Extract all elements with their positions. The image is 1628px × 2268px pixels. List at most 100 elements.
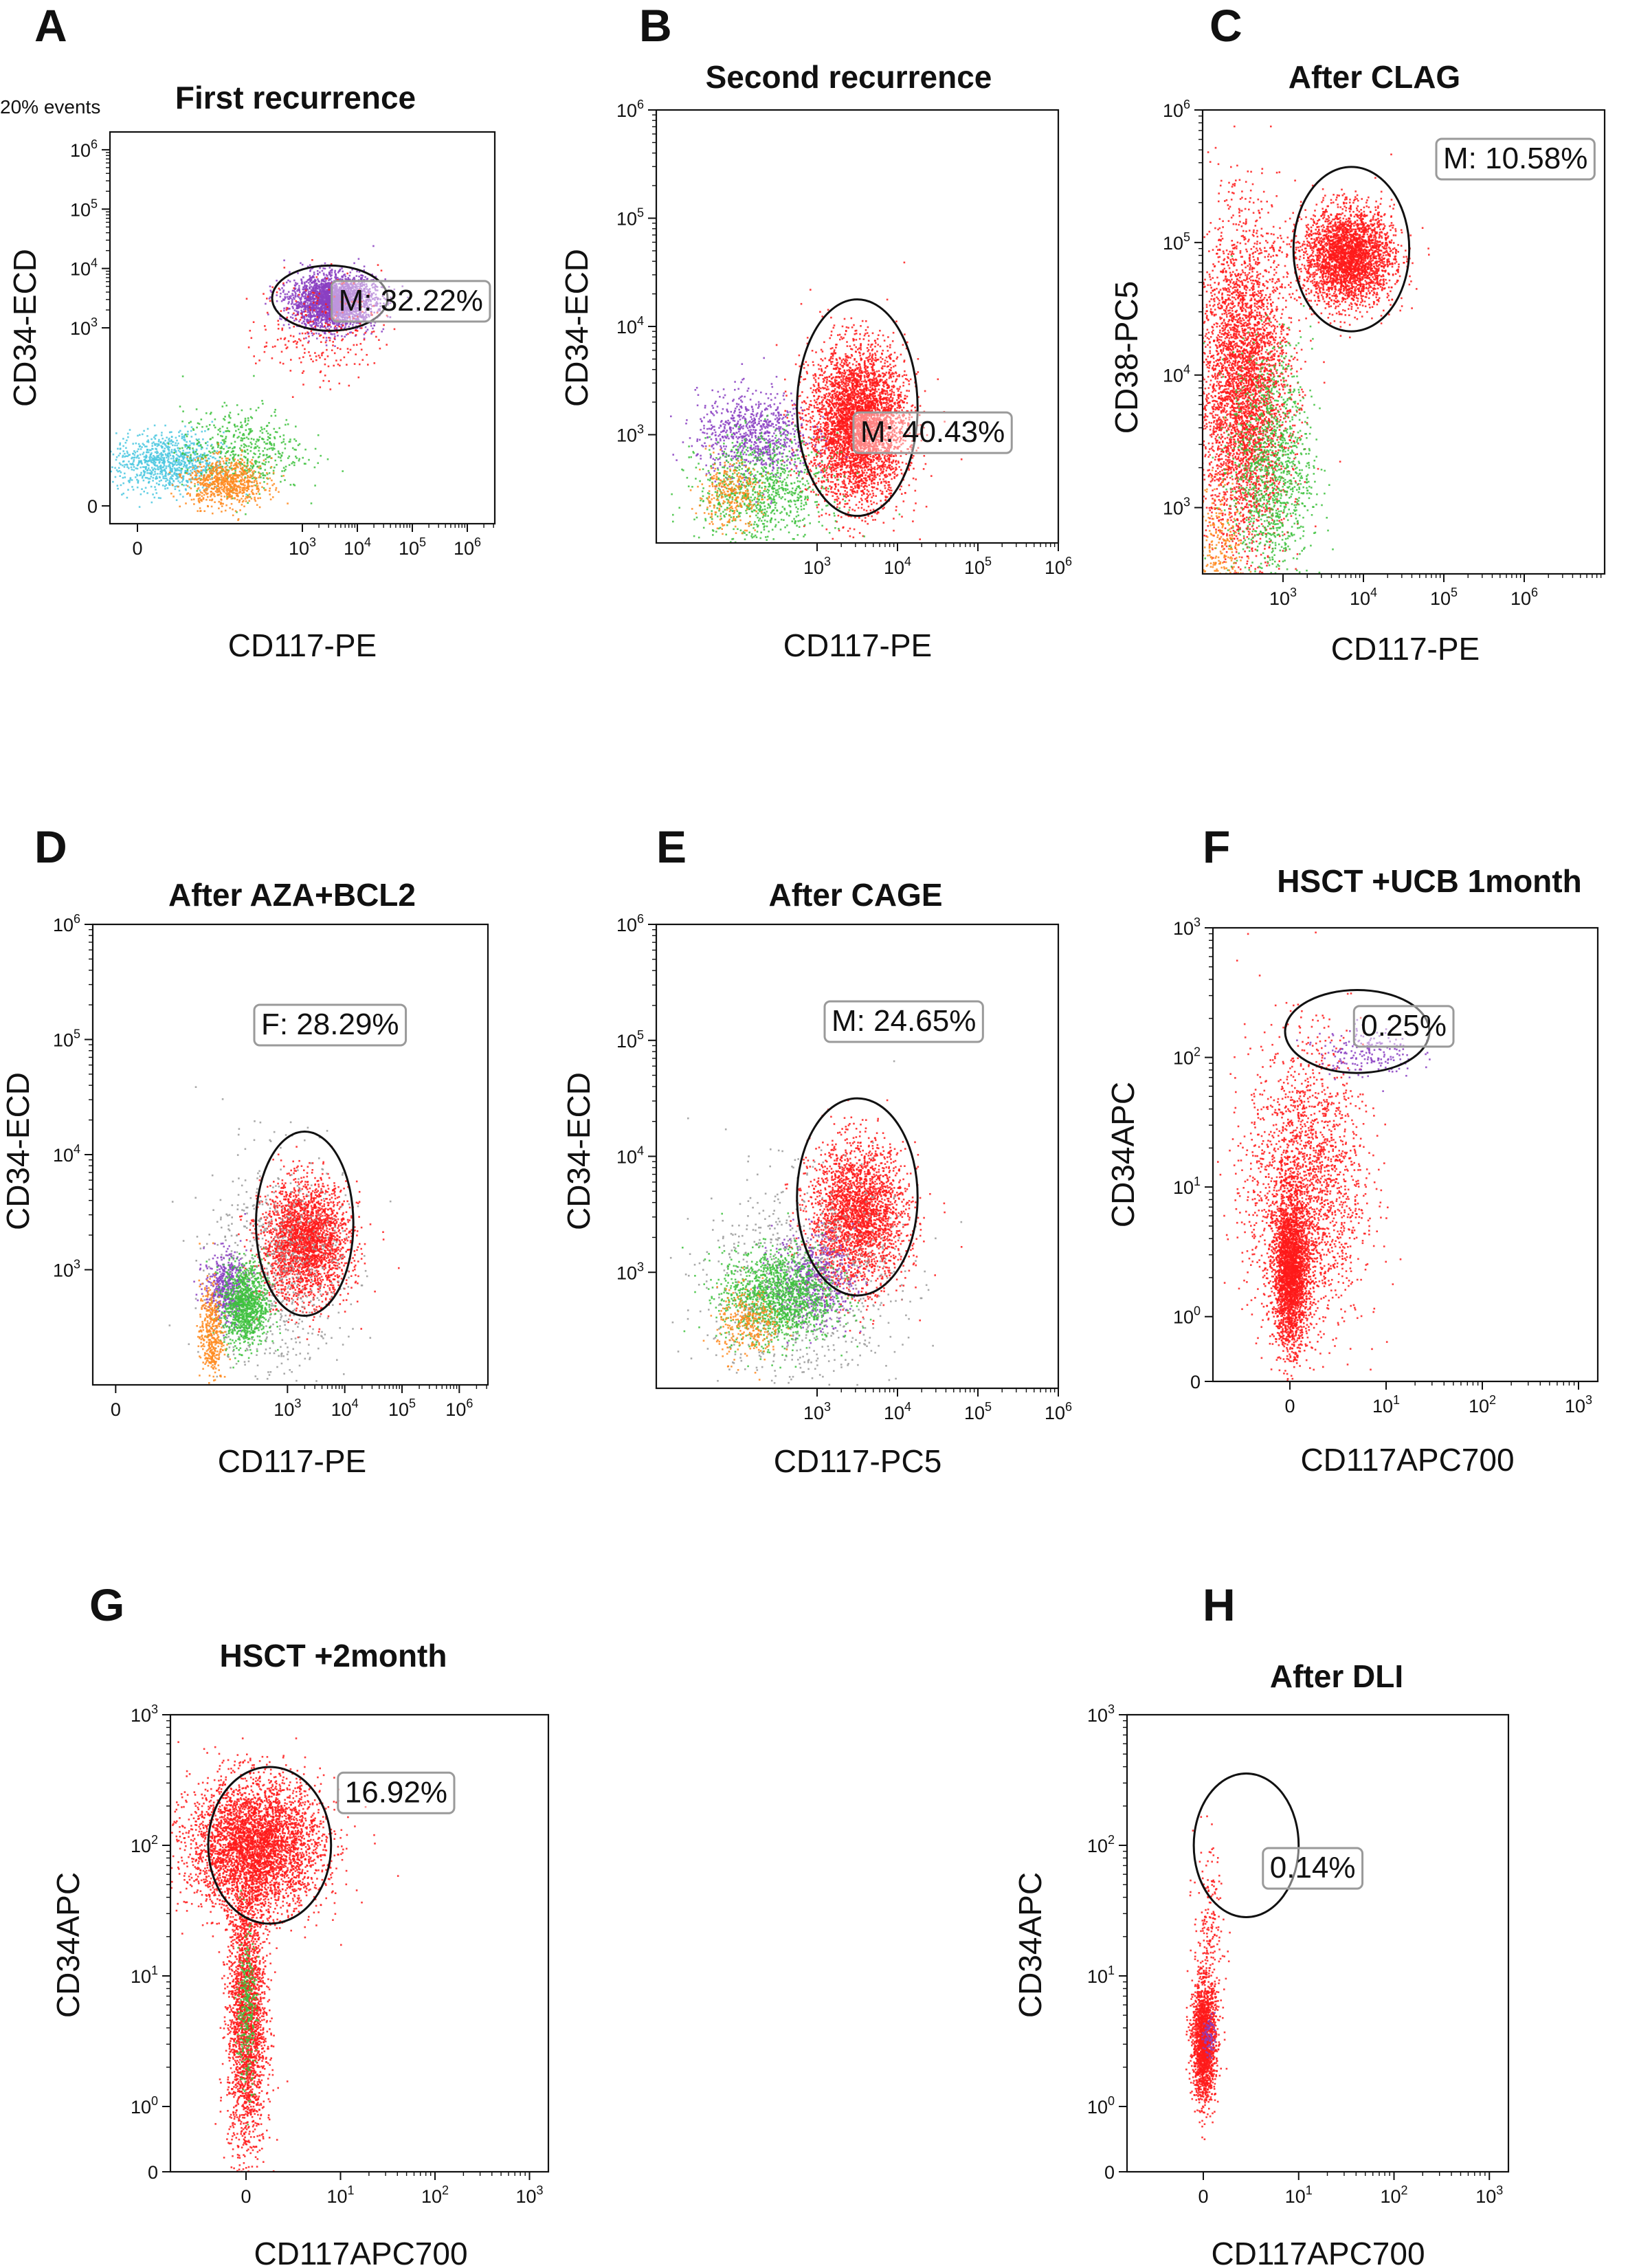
- panel-title: After AZA+BCL2: [168, 877, 416, 913]
- y-tick-label: 0: [87, 496, 98, 517]
- y-tick-label: 0: [148, 2162, 158, 2183]
- y-tick-label: 100: [1087, 2094, 1115, 2117]
- population-red: [170, 1737, 399, 1958]
- x-tick-label: 104: [331, 1397, 359, 1420]
- x-tick-label: 104: [344, 535, 371, 559]
- panel-B: B Second recurrence 103 104 105 106 103 104 105 1…: [559, 0, 1072, 663]
- panel-H: H After DLI 0 101 102 103 0 100 101 102 103 CD117AP…: [1012, 1579, 1510, 2268]
- panel-letter: C: [1209, 0, 1242, 51]
- y-tick-label: 103: [616, 1260, 644, 1283]
- gate-label-box: [823, 1000, 984, 1043]
- x-tick-label: 105: [964, 1400, 992, 1423]
- gate-percent-label: 0.25%: [1361, 1009, 1447, 1043]
- x-tick-label: 0: [1284, 1396, 1295, 1416]
- y-tick-label: 0: [1104, 2162, 1115, 2183]
- plot-frame: [169, 1713, 550, 2173]
- gate-percent-label: 0.14%: [1270, 1851, 1356, 1885]
- y-axis-label: CD34APC: [1105, 1082, 1141, 1227]
- x-tick-label: 103: [1565, 1393, 1592, 1416]
- population-orange: [1203, 418, 1252, 574]
- gate-label-box: [852, 411, 1013, 454]
- population-red: [1203, 125, 1341, 574]
- population-red: [775, 261, 963, 540]
- population-orange: [702, 1267, 792, 1381]
- y-tick-label: 104: [616, 314, 644, 337]
- x-axis-label: CD117-PE: [1331, 631, 1480, 667]
- population-red: [1262, 1151, 1329, 1381]
- y-tick-label: 100: [131, 2094, 158, 2117]
- panel-title: First recurrence: [175, 80, 416, 115]
- y-tick-label: 101: [1087, 1964, 1115, 1987]
- events-note: 20% events: [0, 96, 100, 118]
- y-tick-label: 104: [1163, 363, 1190, 386]
- x-tick-label: 106: [445, 1397, 473, 1420]
- y-tick-label: 104: [70, 256, 98, 280]
- panel-E: E After CAGE 103 104 105 106 103 104 105 106 CD117…: [561, 821, 1072, 1479]
- x-tick-label: 105: [964, 555, 992, 578]
- y-tick-label: 103: [1163, 496, 1190, 519]
- x-axis-label: CD117-PE: [228, 627, 377, 663]
- x-tick-label: 102: [1380, 2183, 1407, 2207]
- plot-frame: [1201, 109, 1606, 575]
- events-layer: [170, 1737, 399, 2172]
- gate-percent-label: F: 28.29%: [261, 1008, 399, 1041]
- y-tick-label: 103: [616, 423, 644, 446]
- panel-letter: E: [656, 821, 687, 872]
- x-axis-label: CD117APC700: [1211, 2236, 1425, 2268]
- y-tick-label: 105: [616, 206, 644, 230]
- gate-ellipse: [796, 1097, 919, 1297]
- y-tick-label: 0: [1190, 1372, 1201, 1392]
- panel-A: A First recurrence 0 103 104 105 106 0 103 104 105…: [7, 0, 496, 663]
- x-tick-label: 105: [399, 535, 426, 559]
- x-tick-label: 103: [803, 1400, 831, 1423]
- x-tick-label: 103: [515, 2183, 543, 2207]
- gate-ellipse: [255, 1131, 355, 1317]
- population-red: [1185, 1917, 1226, 2140]
- x-tick-label: 105: [1430, 586, 1458, 609]
- y-tick-label: 103: [53, 1258, 80, 1281]
- plot-frame: [655, 923, 1060, 1390]
- population-red: [1271, 153, 1430, 339]
- panel-C: C After CLAG 103 104 105 106 103 104 105 106 CD117…: [1108, 0, 1606, 667]
- x-tick-label: 101: [1372, 1393, 1400, 1416]
- panel-D: D After AZA+BCL2 0 103 104 105 106 103 104 105 106…: [0, 821, 489, 1479]
- panel-title: After CAGE: [768, 877, 942, 913]
- population-green: [234, 1889, 260, 2126]
- events-layer: [168, 1086, 400, 1385]
- x-tick-label: 103: [803, 555, 831, 578]
- x-tick-label: 101: [326, 2183, 354, 2207]
- panel-G: G HSCT +2month 0 101 102 103 0 100 101 102 103 CD11…: [50, 1579, 550, 2268]
- gate-ellipse: [796, 298, 919, 518]
- population-green: [1203, 255, 1334, 574]
- panel-letter: H: [1203, 1579, 1236, 1630]
- x-tick-label: 102: [421, 2183, 449, 2207]
- x-axis-label: CD117-PC5: [774, 1443, 942, 1479]
- x-axis-label: CD117-PE: [783, 627, 932, 663]
- x-axis-label: CD117APC700: [254, 2236, 467, 2268]
- gate-percent-label: M: 40.43%: [860, 415, 1005, 449]
- gate-label-box: [1262, 1847, 1364, 1890]
- y-tick-label: 103: [1087, 1702, 1115, 1726]
- population-green: [671, 414, 901, 543]
- y-tick-label: 102: [131, 1833, 158, 1856]
- x-tick-label: 0: [241, 2186, 251, 2207]
- x-tick-label: 101: [1285, 2183, 1313, 2207]
- events-layer: [1217, 931, 1431, 1381]
- panel-title: After CLAG: [1289, 59, 1460, 95]
- y-axis-label: CD34APC: [50, 1872, 86, 2018]
- population-orange: [196, 1242, 231, 1384]
- y-axis-label: CD34-ECD: [7, 249, 43, 407]
- gate-label-box: [331, 280, 491, 323]
- y-tick-label: 106: [1163, 98, 1190, 121]
- events-layer: [670, 261, 963, 543]
- x-axis-label: CD117APC700: [1300, 1442, 1514, 1478]
- y-tick-label: 106: [70, 137, 98, 161]
- panel-title: After DLI: [1270, 1658, 1403, 1694]
- y-tick-label: 100: [1173, 1304, 1201, 1328]
- y-tick-label: 105: [70, 197, 98, 220]
- y-tick-label: 106: [53, 912, 80, 935]
- x-tick-label: 103: [1269, 586, 1297, 609]
- panel-title: Second recurrence: [706, 59, 992, 95]
- gate-ellipse: [1292, 166, 1411, 333]
- gate-percent-label: M: 32.22%: [339, 284, 483, 318]
